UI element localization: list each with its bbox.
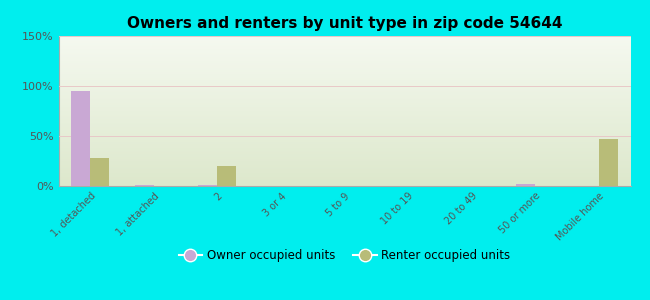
- Legend: Owner occupied units, Renter occupied units: Owner occupied units, Renter occupied un…: [174, 245, 515, 267]
- Bar: [135, 185, 154, 186]
- Bar: [72, 91, 90, 186]
- Bar: [217, 166, 237, 186]
- Bar: [516, 184, 535, 186]
- Title: Owners and renters by unit type in zip code 54644: Owners and renters by unit type in zip c…: [127, 16, 562, 31]
- Bar: [198, 185, 217, 186]
- Bar: [599, 139, 617, 186]
- Bar: [90, 158, 109, 186]
